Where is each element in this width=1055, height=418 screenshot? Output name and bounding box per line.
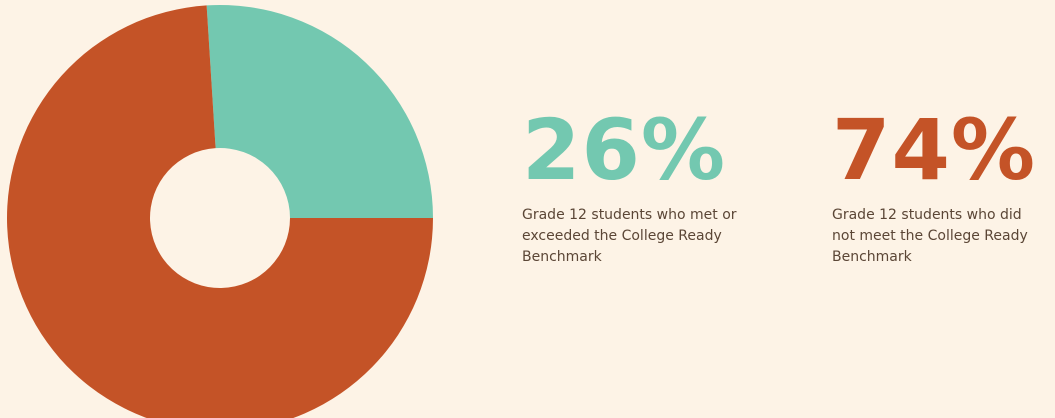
stat: 26% Grade 12 students who met or exceeded… [522, 95, 737, 268]
value-label: 74% [832, 101, 1037, 199]
slice [7, 5, 433, 418]
stat: 74% Grade 12 students who did not meet th… [832, 95, 1047, 268]
category-label: Grade 12 students who met or exceeded th… [522, 207, 737, 265]
category-label: Grade 12 students who did not meet the C… [832, 207, 1028, 265]
slice [206, 5, 433, 219]
value-label: 26% [522, 101, 727, 199]
